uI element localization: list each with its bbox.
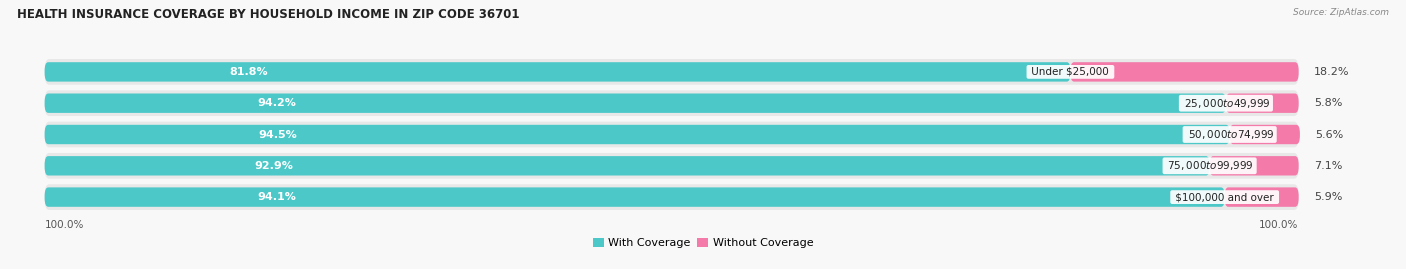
Text: 5.6%: 5.6% [1315, 129, 1343, 140]
Text: 100.0%: 100.0% [1260, 220, 1299, 230]
FancyBboxPatch shape [45, 90, 1299, 116]
Text: Source: ZipAtlas.com: Source: ZipAtlas.com [1294, 8, 1389, 17]
Text: $100,000 and over: $100,000 and over [1173, 192, 1277, 202]
FancyBboxPatch shape [45, 187, 1225, 207]
FancyBboxPatch shape [45, 122, 1299, 147]
Text: 7.1%: 7.1% [1313, 161, 1343, 171]
FancyBboxPatch shape [45, 62, 1070, 82]
FancyBboxPatch shape [1209, 156, 1299, 175]
Text: 18.2%: 18.2% [1313, 67, 1350, 77]
Text: 94.1%: 94.1% [257, 192, 295, 202]
FancyBboxPatch shape [45, 184, 1299, 210]
Text: 94.2%: 94.2% [257, 98, 297, 108]
Text: $75,000 to $99,999: $75,000 to $99,999 [1164, 159, 1254, 172]
Text: 92.9%: 92.9% [254, 161, 294, 171]
FancyBboxPatch shape [45, 153, 1299, 179]
Legend: With Coverage, Without Coverage: With Coverage, Without Coverage [588, 234, 818, 253]
Text: Under $25,000: Under $25,000 [1028, 67, 1112, 77]
FancyBboxPatch shape [1070, 62, 1299, 82]
Text: 81.8%: 81.8% [229, 67, 269, 77]
Text: 100.0%: 100.0% [45, 220, 84, 230]
FancyBboxPatch shape [45, 59, 1299, 85]
FancyBboxPatch shape [1230, 125, 1301, 144]
Text: HEALTH INSURANCE COVERAGE BY HOUSEHOLD INCOME IN ZIP CODE 36701: HEALTH INSURANCE COVERAGE BY HOUSEHOLD I… [17, 8, 519, 21]
FancyBboxPatch shape [45, 94, 1226, 113]
FancyBboxPatch shape [1225, 187, 1299, 207]
Text: 5.9%: 5.9% [1313, 192, 1343, 202]
FancyBboxPatch shape [45, 125, 1230, 144]
Text: $50,000 to $74,999: $50,000 to $74,999 [1184, 128, 1275, 141]
Text: 5.8%: 5.8% [1313, 98, 1343, 108]
FancyBboxPatch shape [45, 156, 1209, 175]
Text: $25,000 to $49,999: $25,000 to $49,999 [1181, 97, 1271, 110]
Text: 94.5%: 94.5% [257, 129, 297, 140]
FancyBboxPatch shape [1226, 94, 1299, 113]
